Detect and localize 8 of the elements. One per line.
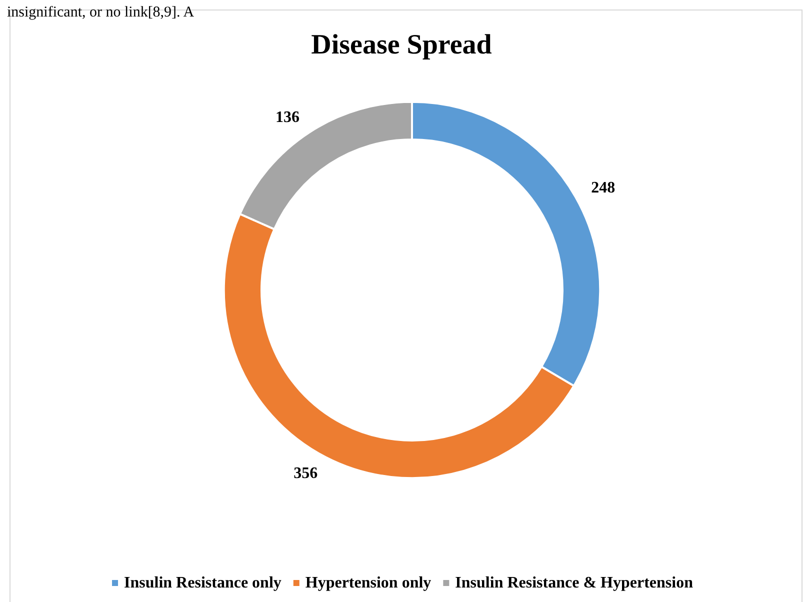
data-label: 356 [294, 464, 318, 482]
legend-label: Insulin Resistance & Hypertension [455, 574, 694, 592]
data-label: 248 [591, 179, 616, 196]
text: insignificant, or no link[8,9]. A [7, 4, 194, 20]
legend-label: Hypertension only [305, 574, 432, 592]
data-label: 136 [275, 108, 300, 126]
chart-title: Disease Spread [311, 30, 492, 60]
legend-label: Insulin Resistance only [124, 574, 282, 592]
